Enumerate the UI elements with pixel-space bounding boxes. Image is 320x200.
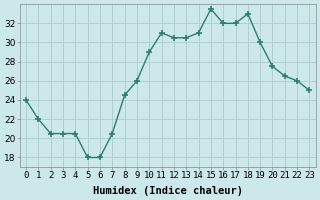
- X-axis label: Humidex (Indice chaleur): Humidex (Indice chaleur): [93, 186, 243, 196]
